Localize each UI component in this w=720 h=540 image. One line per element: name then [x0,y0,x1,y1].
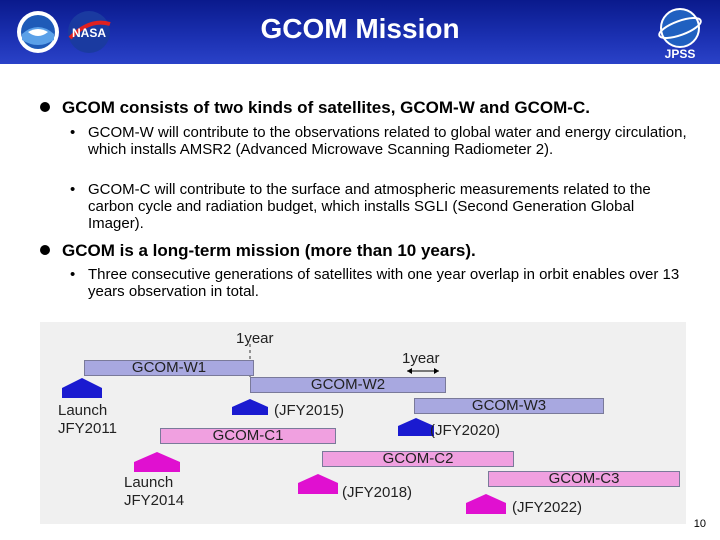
slide-header: NASA GCOM Mission JPSS [0,0,720,64]
svg-text:NASA: NASA [72,26,106,40]
launch-arrow-w1-icon [62,378,102,398]
bar-gcom-c2: GCOM-C2 [322,451,514,467]
launch-arrow-w2-icon [232,399,268,415]
bar-gcom-w3: GCOM-W3 [414,398,604,414]
page-title: GCOM Mission [260,13,460,44]
nasa-logo: NASA [68,11,111,53]
bar-gcom-w2: GCOM-W2 [250,377,446,393]
bullet-dot-icon [40,245,50,255]
launch-label-c2: (JFY2018) [342,484,413,501]
bullet-dot-icon [40,102,50,112]
bar-gcom-w1: GCOM-W1 [84,360,254,376]
sub-bullet-dot-icon: • [70,181,76,198]
sub-bullet-dot-icon: • [70,124,76,141]
launch-label-w1: Launch JFY2011 [58,402,117,437]
noaa-logo [17,11,59,53]
jpss-logo: JPSS [658,8,702,60]
svg-text:JPSS: JPSS [665,47,696,60]
launch-arrow-w3-icon [398,418,434,436]
overlap-arrow-2 [407,368,439,374]
overlap-label-2: 1year [402,350,440,367]
launch-arrow-c3-icon [466,494,506,514]
launch-label-c1: Launch JFY2014 [124,474,185,509]
launch-arrow-c1-icon [134,452,180,472]
sub-bullet-dot-icon: • [70,266,76,283]
launch-label-w2: (JFY2015) [274,402,345,419]
overlap-label-1: 1year [236,330,274,347]
bar-gcom-c3: GCOM-C3 [488,471,680,487]
bar-gcom-c1: GCOM-C1 [160,428,336,444]
page-number: 10 [693,518,706,530]
launch-label-w3: (JFY2020) [430,422,501,439]
launch-arrow-c2-icon [298,474,338,494]
mission-timeline: 1year 1year GCOM-W1 GCOM-W2 GCOM-W3 GCOM… [40,322,686,524]
launch-label-c3: (JFY2022) [512,499,583,516]
